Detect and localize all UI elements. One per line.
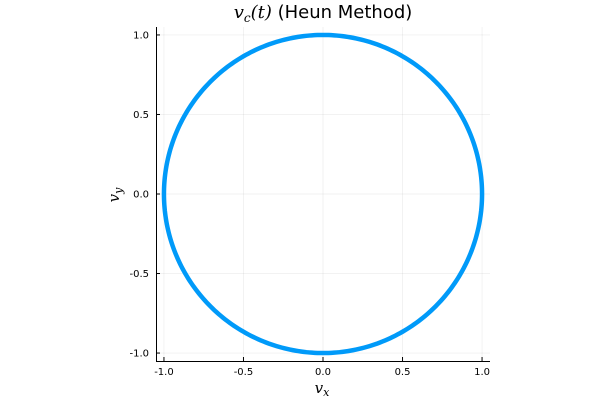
x-axis-label: vx	[315, 379, 330, 399]
x-tick-label: 0.0	[315, 367, 331, 378]
title-arg: (t)	[251, 2, 272, 23]
ticks: -1.0 -0.5 0.0 0.5 1.0 -1.0 -0.5 0.0 0.5 1.0	[129, 30, 490, 378]
y-tick-label: 1.0	[133, 30, 149, 41]
y-axis-label-var: v	[105, 193, 123, 202]
x-tick-label: -1.0	[154, 367, 174, 378]
chart-title: vc(t) (Heun Method)	[234, 2, 413, 25]
x-tick-label: 1.0	[474, 367, 490, 378]
y-tick-label: -0.5	[129, 269, 149, 280]
y-tick-label: 0.0	[133, 190, 149, 201]
series-line	[161, 32, 485, 356]
title-var: v	[234, 2, 244, 23]
x-tick-label: -0.5	[234, 367, 254, 378]
title-rest: (Heun Method)	[272, 2, 412, 23]
y-tick-label: -1.0	[129, 349, 149, 360]
y-axis-label: vy	[105, 187, 125, 202]
series-layer	[161, 32, 485, 356]
x-tick-label: 0.5	[395, 367, 411, 378]
x-axis-label-sub: x	[323, 386, 330, 399]
y-tick-label: 0.5	[133, 110, 149, 121]
x-axis-label-var: v	[315, 379, 324, 397]
title-sub: c	[244, 11, 251, 25]
y-axis-label-sub: y	[112, 187, 125, 195]
